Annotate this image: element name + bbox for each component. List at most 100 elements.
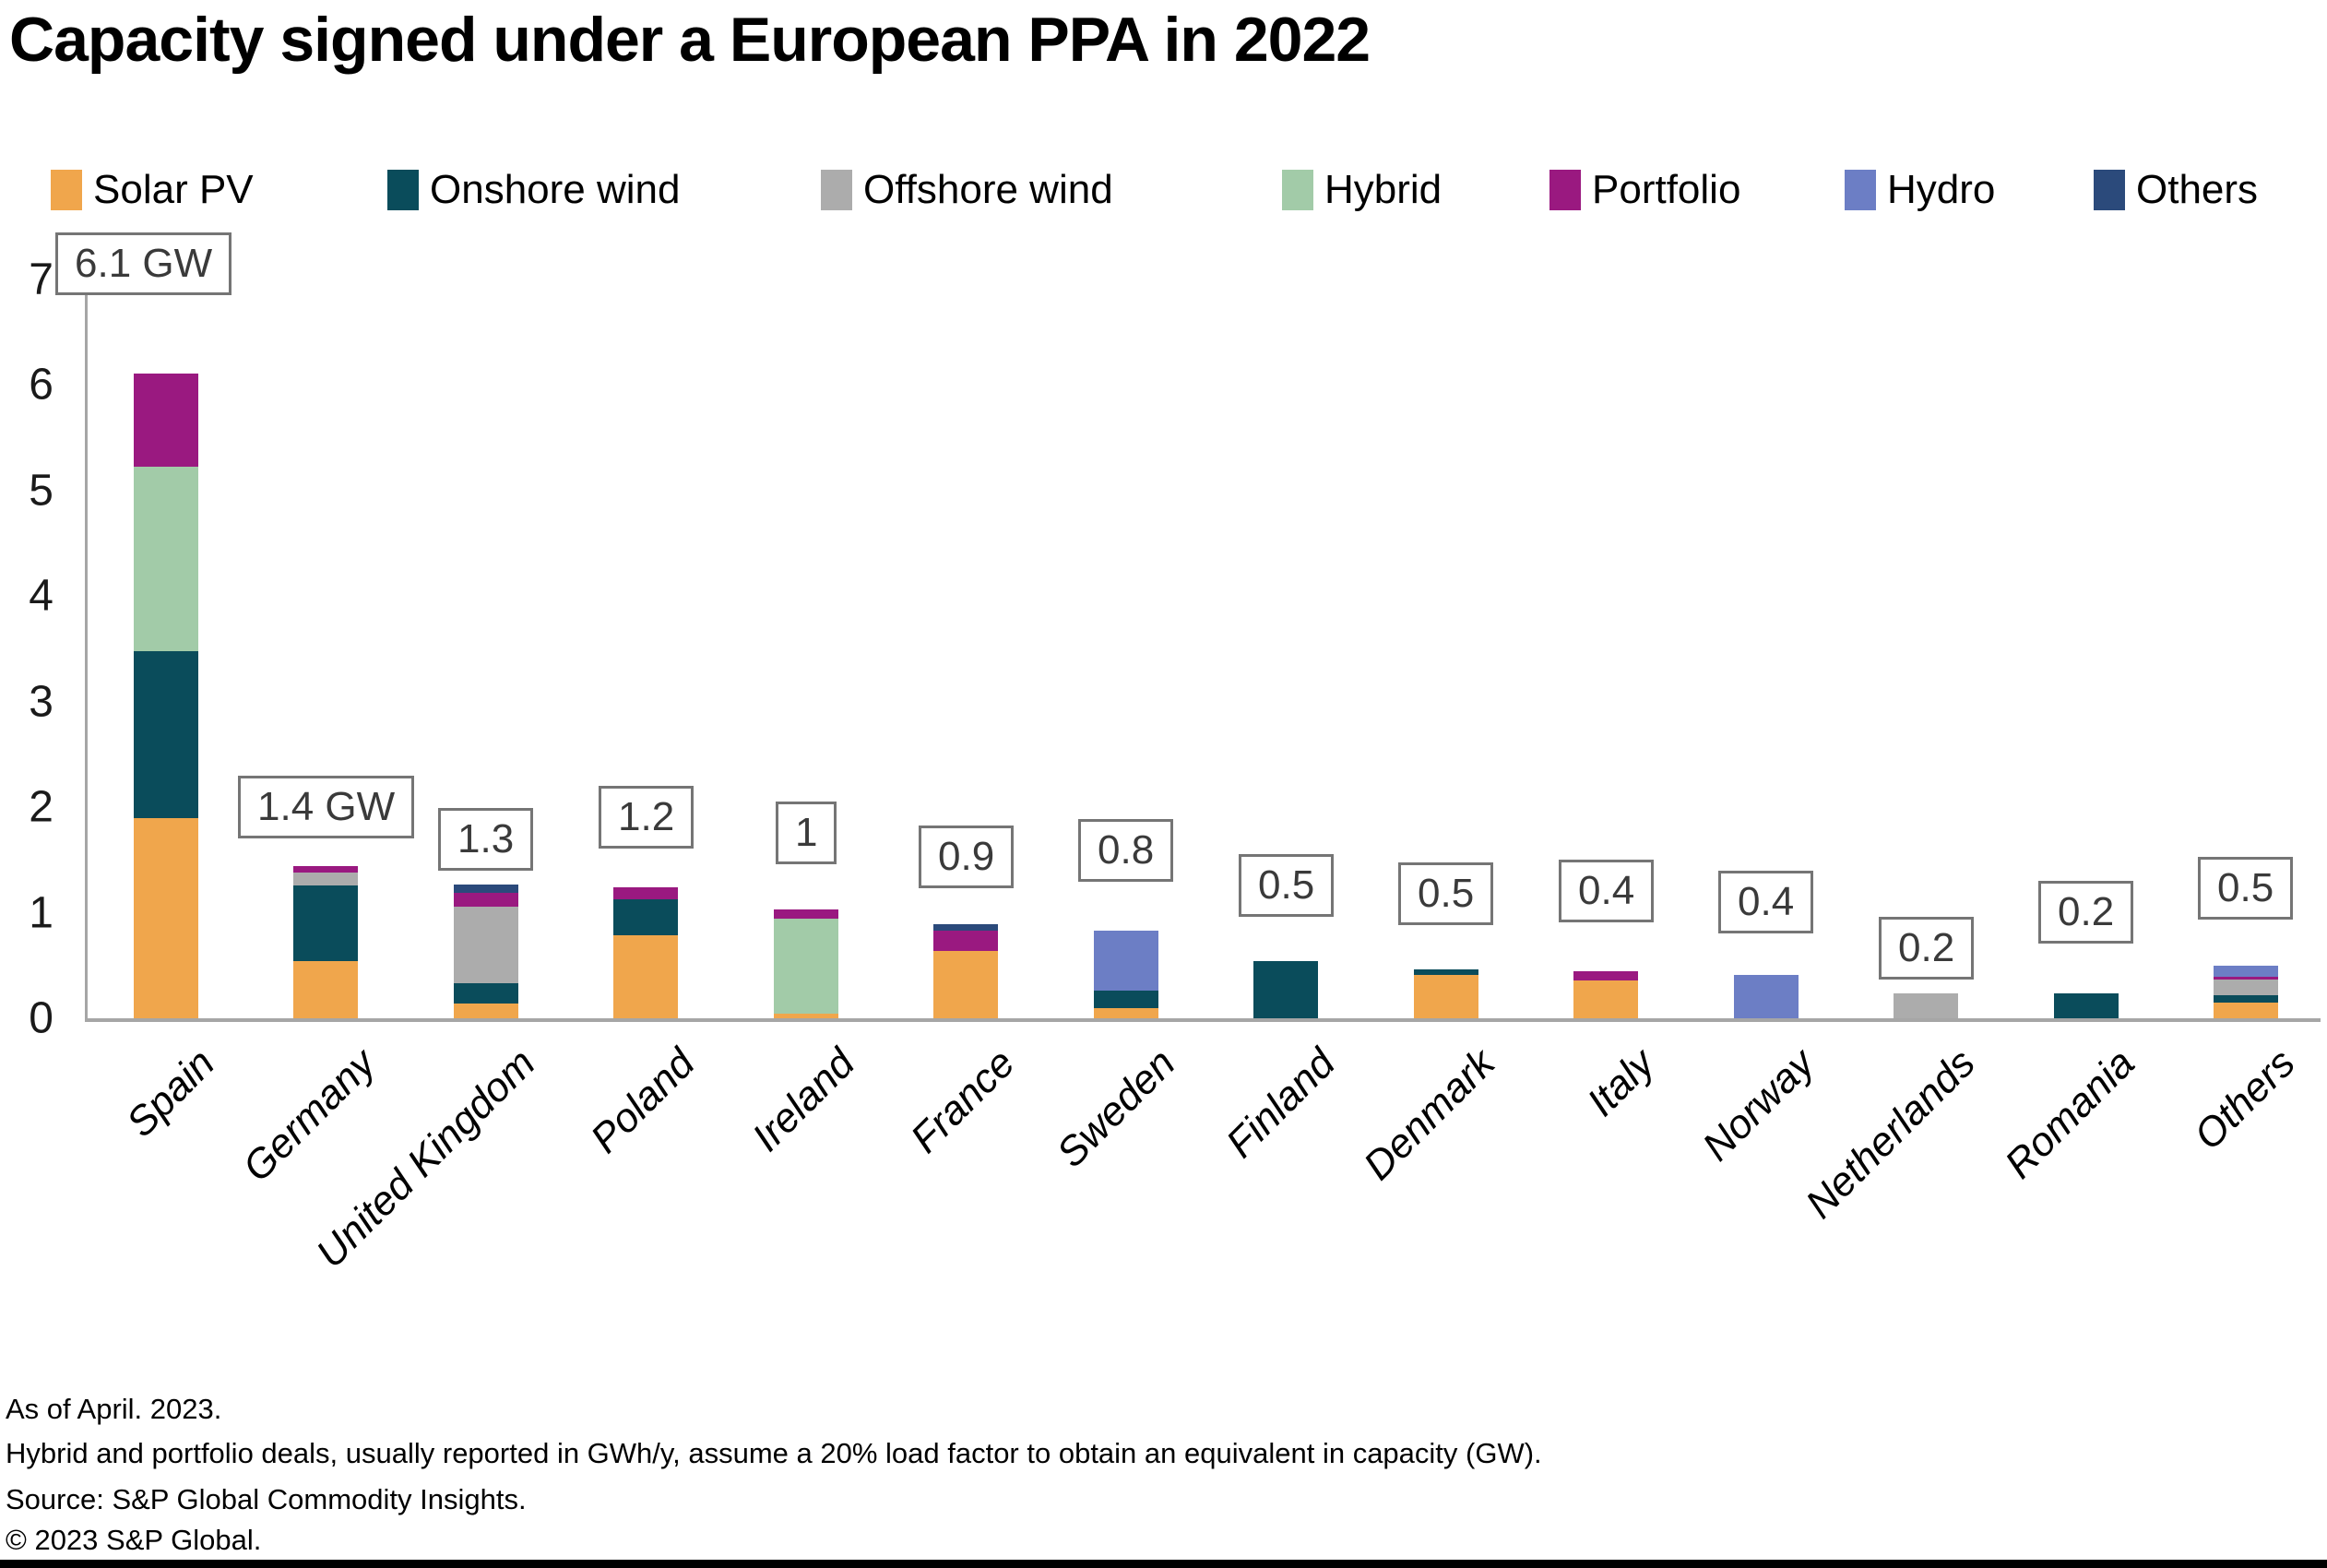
x-axis-label-finland: Finland [1217,1040,1344,1167]
bar-segment-solar-pv [1413,975,1478,1018]
legend-label: Hybrid [1324,167,1443,212]
y-tick-label: 2 [29,782,53,832]
bar-segment-portfolio [773,909,838,920]
x-axis-label-ireland: Ireland [743,1040,864,1160]
footnote-date: As of April. 2023. [6,1393,222,1425]
legend-item-hydro: Hydro [1845,167,1996,212]
bar-segment-offshore-wind [1894,992,1959,1018]
bar-value-label: 6.1 GW [55,232,232,295]
legend-swatch-icon [821,170,852,210]
bar-value-label: 0.4 [1718,871,1814,933]
legend-label: Onshore wind [430,167,681,212]
x-axis-label-sweden: Sweden [1048,1040,1184,1177]
bar-value-label: 0.5 [2198,857,2294,920]
bar-segment-portfolio [293,866,359,873]
x-axis-line [85,1018,2321,1022]
bar-segment-solar-pv [453,1003,518,1018]
legend-item-offshore-wind: Offshore wind [821,167,1113,212]
bar-segment-onshore-wind [293,885,359,962]
legend-label: Solar PV [93,167,254,212]
bar-segment-hydro [1093,931,1158,992]
footnote-source: Source: S&P Global Commodity Insights. [6,1483,527,1515]
bar-segment-onshore-wind [2053,992,2119,1018]
footnote-methodology: Hybrid and portfolio deals, usually repo… [6,1437,1542,1469]
y-axis-line [85,277,88,1018]
legend-label: Offshore wind [863,167,1113,212]
legend-item-others: Others [2094,167,2259,212]
bar-segment-portfolio [2213,977,2278,980]
footnote-copyright: © 2023 S&P Global. [6,1524,262,1556]
bar-segment-portfolio [453,892,518,907]
bar-segment-onshore-wind [2213,994,2278,1003]
legend-swatch-icon [387,170,419,210]
bar-value-label: 0.4 [1559,860,1655,922]
bar-segment-portfolio [613,887,679,899]
bar-value-label: 0.2 [2038,881,2134,944]
legend-label: Hydro [1887,167,1996,212]
x-axis-label-netherlands: Netherlands [1797,1040,1984,1228]
bar-segment-solar-pv [613,934,679,1018]
legend-swatch-icon [1549,170,1581,210]
bar-segment-onshore-wind [1253,961,1319,1018]
bar-segment-solar-pv [933,950,999,1018]
y-tick-label: 1 [29,888,53,938]
x-axis-label-spain: Spain [118,1040,224,1146]
x-axis-label-denmark: Denmark [1355,1040,1504,1189]
x-axis-label-germany: Germany [233,1040,385,1191]
bar-segment-onshore-wind [1413,969,1478,976]
y-tick-label: 0 [29,993,53,1043]
bar-segment-solar-pv [1093,1007,1158,1018]
y-tick-label: 3 [29,677,53,727]
bar-segment-portfolio [134,373,198,467]
bar-segment-solar-pv [1573,980,1639,1018]
x-axis-label-romania: Romania [1997,1040,2144,1188]
bar-segment-hydro [1733,975,1799,1018]
x-axis-label-norway: Norway [1694,1040,1824,1170]
chart-title: Capacity signed under a European PPA in … [9,5,1371,75]
legend-item-solar-pv: Solar PV [51,167,254,212]
bottom-black-bar [0,1560,2327,1568]
x-axis-label-france: France [902,1040,1024,1162]
legend-item-hybrid: Hybrid [1282,167,1443,212]
bar-value-label: 0.2 [1879,917,1975,980]
x-axis-label-others: Others [2185,1040,2304,1159]
bar-segment-hybrid [134,466,198,651]
bar-segment-portfolio [933,931,999,951]
legend-swatch-icon [2094,170,2125,210]
bar-segment-solar-pv [134,817,198,1018]
bar-segment-hybrid [773,919,838,1015]
legend-swatch-icon [51,170,82,210]
bar-value-label: 0.8 [1078,819,1174,882]
bar-segment-onshore-wind [134,650,198,818]
bar-segment-offshore-wind [293,873,359,885]
legend-item-portfolio: Portfolio [1549,167,1741,212]
bar-value-label: 1 [776,802,837,864]
bar-value-label: 0.9 [919,826,1015,888]
legend-swatch-icon [1845,170,1876,210]
x-axis-label-italy: Italy [1579,1040,1664,1125]
legend-label: Portfolio [1592,167,1741,212]
y-tick-label: 7 [29,255,53,304]
bar-value-label: 0.5 [1239,854,1335,917]
bar-segment-hydro [2213,965,2278,978]
bar-segment-onshore-wind [1093,991,1158,1008]
y-tick-label: 4 [29,571,53,621]
y-tick-label: 5 [29,466,53,516]
bar-value-label: 1.4 GW [238,776,415,838]
bar-value-label: 1.2 [599,786,695,849]
bar-segment-others [933,924,999,932]
legend-label: Others [2136,167,2259,212]
bar-value-label: 1.3 [438,808,534,871]
bar-segment-solar-pv [773,1014,838,1018]
x-axis-label-poland: Poland [582,1040,705,1162]
bar-segment-solar-pv [2213,1002,2278,1018]
legend-swatch-icon [1282,170,1313,210]
legend-item-onshore-wind: Onshore wind [387,167,681,212]
bar-segment-solar-pv [293,961,359,1018]
bar-value-label: 0.5 [1398,862,1494,925]
bar-segment-offshore-wind [2213,979,2278,995]
bar-segment-others [453,884,518,893]
bar-segment-onshore-wind [613,898,679,935]
bar-segment-offshore-wind [453,906,518,984]
